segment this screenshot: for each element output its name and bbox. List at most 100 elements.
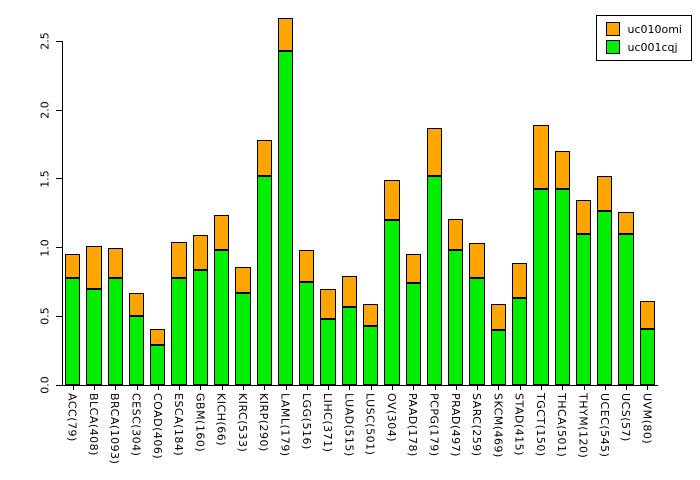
bar-segment-uc010omi bbox=[533, 125, 549, 189]
y-axis-tick bbox=[56, 247, 62, 249]
bar-segment-uc010omi bbox=[618, 211, 634, 234]
stacked-bar bbox=[107, 247, 123, 385]
x-axis-category-label: STAD(415) bbox=[512, 393, 526, 456]
x-axis-tick bbox=[477, 386, 479, 390]
bar-segment-uc001cqj bbox=[192, 269, 208, 385]
x-axis-tick bbox=[413, 386, 415, 390]
x-axis-tick bbox=[72, 386, 74, 390]
x-axis-tick bbox=[647, 386, 649, 390]
y-axis-tick bbox=[56, 40, 62, 42]
bar-segment-uc001cqj bbox=[490, 330, 506, 385]
bar-segment-uc010omi bbox=[448, 218, 464, 251]
x-axis-category-label: GBM(160) bbox=[193, 393, 207, 453]
legend-label-uc001cqj: uc001cqj bbox=[627, 40, 678, 54]
x-axis-tick bbox=[583, 386, 585, 390]
y-axis-tick bbox=[56, 178, 62, 180]
x-axis-category-label: LAML(179) bbox=[278, 393, 292, 457]
bar-segment-uc010omi bbox=[426, 128, 443, 177]
x-axis-tick bbox=[115, 386, 117, 390]
x-axis-tick bbox=[434, 386, 436, 390]
bar-segment-uc010omi bbox=[86, 246, 102, 289]
stacked-bar bbox=[362, 303, 379, 385]
stacked-bar bbox=[469, 243, 485, 385]
stacked-bar bbox=[575, 199, 592, 385]
bar-segment-uc001cqj bbox=[235, 292, 251, 385]
x-axis-category-label: THCA(501) bbox=[555, 393, 569, 458]
x-axis-tick bbox=[200, 386, 202, 390]
bar-segment-uc010omi bbox=[213, 214, 230, 251]
bar-segment-uc001cqj bbox=[256, 176, 272, 385]
x-axis-tick bbox=[562, 386, 564, 390]
legend-swatch-uc001cqj bbox=[606, 40, 621, 54]
y-axis-tick bbox=[56, 315, 62, 317]
stacked-bar bbox=[150, 328, 166, 385]
y-axis-tick-label: 0.0 bbox=[38, 376, 52, 394]
x-axis-category-label: LUSC(501) bbox=[363, 393, 377, 456]
legend-label-uc010omi: uc010omi bbox=[627, 22, 682, 36]
stacked-bar bbox=[554, 151, 570, 385]
stacked-bar bbox=[64, 254, 81, 385]
y-axis-tick-label: 1.5 bbox=[38, 170, 52, 188]
x-axis-category-label: ACC(79) bbox=[65, 393, 79, 442]
x-axis-category-label: KIRP(290) bbox=[257, 393, 271, 452]
bar-segment-uc001cqj bbox=[64, 277, 81, 385]
bar-segment-uc001cqj bbox=[341, 306, 357, 385]
bar-segment-uc010omi bbox=[469, 243, 485, 278]
x-axis-tick bbox=[370, 386, 372, 390]
bar-segment-uc001cqj bbox=[107, 277, 123, 385]
bar-segment-uc010omi bbox=[320, 288, 336, 320]
x-axis-category-label: PRAD(497) bbox=[448, 393, 462, 457]
stacked-bar bbox=[213, 214, 230, 385]
bar-segment-uc001cqj bbox=[86, 288, 102, 385]
bar-segment-uc010omi bbox=[256, 140, 272, 177]
bar-segment-uc001cqj bbox=[448, 250, 464, 385]
bar-segment-uc010omi bbox=[235, 266, 251, 293]
bar-segment-uc010omi bbox=[405, 254, 421, 284]
x-axis-tick bbox=[285, 386, 287, 390]
bar-segment-uc001cqj bbox=[469, 277, 485, 385]
bar-segment-uc001cqj bbox=[150, 345, 166, 385]
x-axis-category-label: THYM(120) bbox=[576, 393, 590, 459]
x-axis-category-label: CESC(304) bbox=[129, 393, 143, 457]
bar-segment-uc010omi bbox=[128, 292, 145, 317]
x-axis-category-label: COAD(406) bbox=[150, 393, 164, 460]
x-axis-tick bbox=[519, 386, 521, 390]
stacked-bar bbox=[86, 246, 102, 385]
stacked-bar bbox=[235, 266, 251, 385]
stacked-bar bbox=[277, 18, 294, 385]
x-axis-tick bbox=[604, 386, 606, 390]
x-axis-tick bbox=[306, 386, 308, 390]
x-axis-category-label: TGCT(150) bbox=[533, 393, 547, 457]
bar-segment-uc001cqj bbox=[575, 233, 592, 385]
bar-segment-uc010omi bbox=[341, 276, 357, 307]
bar-segment-uc010omi bbox=[277, 18, 294, 52]
x-axis-tick bbox=[328, 386, 330, 390]
x-axis-category-label: SKCM(469) bbox=[491, 393, 505, 458]
stacked-bar bbox=[256, 140, 272, 385]
legend-swatch-uc010omi bbox=[606, 22, 621, 36]
bar-segment-uc001cqj bbox=[213, 250, 230, 385]
x-axis-category-label: KIRC(533) bbox=[235, 393, 249, 453]
y-axis-tick bbox=[56, 109, 62, 111]
x-axis-category-label: PAAD(178) bbox=[406, 393, 420, 457]
x-axis-category-label: ESCA(184) bbox=[172, 393, 186, 457]
x-axis-category-label: UCEC(545) bbox=[597, 393, 611, 458]
bar-segment-uc001cqj bbox=[128, 316, 145, 385]
bar-segment-uc001cqj bbox=[597, 210, 613, 385]
stacked-bar bbox=[426, 128, 443, 385]
x-axis-category-label: SARC(259) bbox=[470, 393, 484, 457]
bar-segment-uc001cqj bbox=[511, 298, 528, 385]
bar-segment-uc001cqj bbox=[277, 51, 294, 385]
legend-item-uc001cqj: uc001cqj bbox=[606, 40, 682, 54]
stacked-bar bbox=[511, 262, 528, 385]
stacked-bar bbox=[171, 242, 187, 385]
x-axis-tick bbox=[349, 386, 351, 390]
bar-segment-uc010omi bbox=[192, 235, 208, 270]
x-axis-tick bbox=[242, 386, 244, 390]
bar-segment-uc001cqj bbox=[384, 220, 400, 385]
stacked-bar bbox=[299, 250, 315, 385]
stacked-bar bbox=[128, 292, 145, 385]
bar-segment-uc010omi bbox=[362, 303, 379, 326]
bar-segment-uc010omi bbox=[554, 151, 570, 189]
bar-segment-uc010omi bbox=[171, 242, 187, 278]
